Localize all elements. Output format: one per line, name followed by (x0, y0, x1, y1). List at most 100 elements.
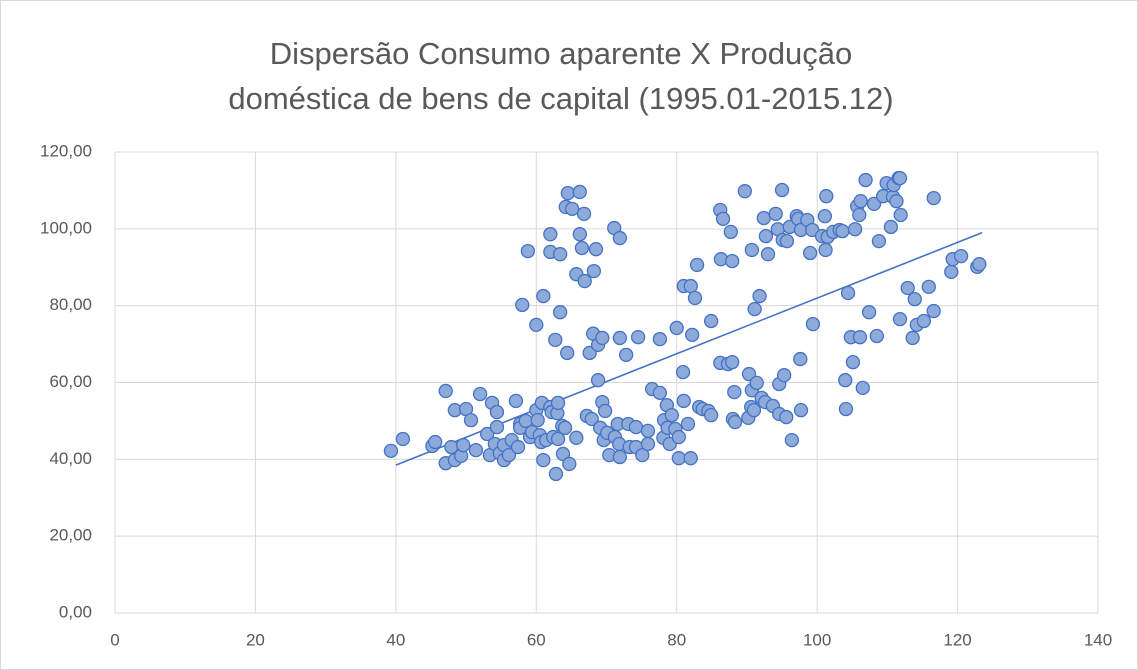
x-tick-label: 80 (667, 630, 686, 649)
scatter-point (640, 436, 656, 452)
scatter-point (584, 411, 599, 427)
y-tick-label: 60,00 (49, 372, 92, 391)
scatter-point (671, 429, 686, 445)
scatter-point (756, 210, 771, 226)
scatter-point (685, 327, 700, 343)
scatter-point (892, 170, 908, 186)
scatter-point (835, 223, 850, 239)
scatter-point (562, 456, 577, 472)
scatter-point (438, 383, 453, 399)
scatter-point (749, 375, 764, 391)
scatter-point (630, 330, 646, 345)
scatter-point (727, 414, 743, 430)
scatter-point (944, 264, 959, 280)
scatter-point (905, 330, 920, 346)
x-tick-label: 100 (803, 630, 831, 649)
x-tick-label: 0 (110, 630, 119, 649)
scatter-point (597, 403, 613, 419)
scatter-point (858, 172, 873, 188)
x-tick-label: 40 (386, 630, 405, 649)
scatter-point (536, 452, 551, 468)
x-tick-label: 60 (527, 630, 546, 649)
y-tick-label: 120,00 (40, 141, 92, 160)
scatter-point (715, 211, 731, 226)
scatter-point (926, 190, 941, 206)
scatter-point (883, 219, 899, 235)
scatter-point (652, 385, 668, 401)
scatter-point (817, 209, 833, 224)
scatter-point (675, 364, 691, 380)
scatter-point (727, 384, 742, 400)
y-tick-label: 40,00 (49, 449, 92, 468)
scatter-point (746, 403, 762, 418)
scatter-point (972, 257, 987, 272)
scatter-point (640, 423, 656, 439)
y-tick-label: 20,00 (49, 526, 92, 545)
scatter-point (703, 313, 719, 329)
scatter-point (588, 242, 604, 257)
scatter-point (916, 313, 932, 329)
scatter-point (489, 404, 505, 420)
scatter-point (553, 247, 568, 262)
x-tick-label: 20 (246, 630, 265, 649)
scatter-point (926, 303, 941, 319)
scatter-point (793, 351, 808, 367)
scatter-point (612, 449, 627, 465)
scatter-point (428, 434, 443, 450)
scatter-point (907, 291, 922, 307)
scatter-point (838, 401, 854, 417)
scatter-point (501, 447, 517, 463)
scatter-point (586, 263, 602, 279)
scatter-point (703, 408, 719, 423)
scatter-point (776, 368, 792, 383)
scatter-point (574, 240, 590, 256)
y-tick-label: 100,00 (40, 218, 92, 237)
scatter-point (744, 242, 759, 258)
y-tick-label: 80,00 (49, 295, 92, 314)
scatter-point (395, 431, 411, 447)
scatter-point (893, 207, 908, 223)
scatter-point (550, 431, 566, 447)
scatter-point (560, 185, 576, 201)
scatter-point (871, 233, 887, 249)
scatter-point (723, 224, 738, 240)
scatter-point (555, 446, 571, 462)
scatter-point (921, 279, 936, 294)
scatter-point (671, 451, 686, 466)
scatter-point (569, 430, 584, 445)
scatter-point (577, 273, 592, 289)
scatter-point (802, 245, 818, 261)
scatter-point (550, 395, 566, 411)
scatter-point (590, 373, 606, 388)
scatter-point (489, 419, 505, 435)
scatter-point (819, 189, 834, 204)
scatter-point (510, 439, 526, 455)
scatter-point (383, 443, 399, 459)
scatter-point (752, 288, 767, 304)
scatter-point (900, 280, 915, 296)
scatter-point (572, 227, 587, 242)
scatter-point (548, 466, 564, 482)
scatter-point (564, 201, 580, 217)
scatter-point (953, 248, 969, 264)
y-tick-label: 0,00 (59, 602, 92, 621)
scatter-point (725, 354, 740, 370)
scatter-point (845, 354, 861, 370)
scatter-point (683, 451, 698, 466)
scatter-point (463, 412, 479, 428)
scatter-point (472, 386, 488, 402)
scatter-point (758, 228, 774, 244)
scatter-point (520, 243, 536, 259)
scatter-point (869, 328, 884, 344)
scatter-point (536, 288, 551, 304)
scatter-point (847, 222, 863, 237)
scatter-point (840, 285, 856, 301)
scatter-point (595, 330, 610, 346)
scatter-point (664, 408, 679, 423)
scatter-point (779, 409, 794, 425)
scatter-point (768, 206, 783, 222)
scatter-point (669, 320, 684, 336)
scatter-point (652, 331, 668, 347)
scatter-point (548, 332, 563, 348)
